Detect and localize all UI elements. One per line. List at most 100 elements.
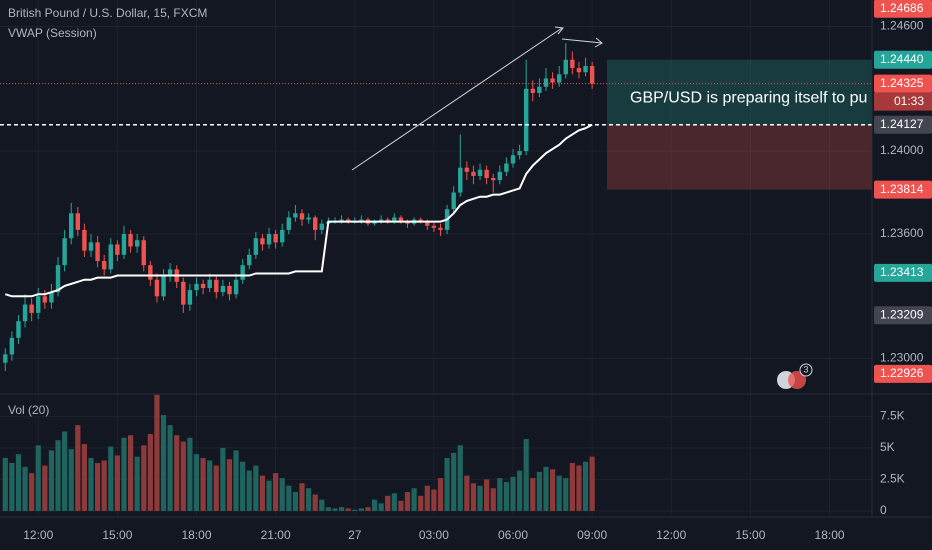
price-badge	[874, 0, 932, 18]
candle-body	[108, 244, 113, 270]
logo-badge	[799, 363, 813, 377]
candle-body	[286, 217, 292, 230]
volume-bar	[233, 450, 239, 511]
y-tick-label: 1.23000	[880, 351, 924, 365]
candle-body	[451, 192, 456, 210]
vwap-line	[4, 123, 593, 298]
volume-bar	[371, 499, 378, 511]
candle-body	[477, 169, 483, 176]
volume-bar	[352, 509, 358, 511]
volume-bar	[114, 455, 120, 511]
volume-bar	[226, 459, 233, 511]
candle-body	[570, 59, 575, 69]
candle-body	[497, 171, 503, 181]
candle-body	[128, 234, 133, 247]
candle-body	[240, 265, 245, 280]
volume-bar	[404, 492, 411, 511]
x-tick-label: 18:00	[815, 528, 845, 542]
volume-bar	[187, 437, 193, 511]
candle-body	[167, 269, 173, 276]
candle-body	[345, 219, 351, 222]
volume-bar	[391, 493, 397, 511]
candle-body	[398, 217, 404, 222]
arrow-line	[561, 38, 603, 44]
volume-bar	[35, 445, 41, 511]
x-tick-label: 12:00	[23, 528, 53, 542]
candle-body	[504, 163, 509, 172]
candle-body	[359, 219, 364, 222]
volume-tick-label: 2.5K	[880, 472, 905, 486]
candle-body	[556, 74, 562, 83]
volume-bar	[338, 507, 345, 511]
candle-body	[550, 78, 555, 83]
chart-title: British Pound / U.S. Dollar, 15, FXCM	[8, 6, 207, 20]
candle-body	[29, 304, 34, 313]
volume-bar	[490, 488, 496, 511]
candle-body	[220, 285, 226, 293]
candle-body	[458, 167, 463, 193]
price-badge-label: 1.23814	[880, 182, 924, 196]
candle-body	[530, 88, 536, 93]
price-badge	[874, 306, 932, 325]
volume-bar	[15, 454, 22, 511]
candle-body	[49, 292, 54, 303]
volume-bar	[88, 457, 94, 511]
price-badge-label: 1.23209	[880, 307, 924, 321]
volume-bar	[576, 465, 582, 511]
y-tick-label: 1.24600	[880, 19, 924, 33]
volume-bar	[121, 437, 127, 511]
volume-bar	[220, 447, 226, 511]
candle-body	[378, 219, 384, 222]
candle-body	[82, 229, 87, 251]
candle-body	[293, 213, 298, 218]
candle-body	[339, 219, 344, 222]
price-badge-label: 1.22926	[880, 366, 924, 380]
volume-bar	[517, 470, 523, 511]
price-badge	[874, 364, 932, 383]
price-axis: 12:00 15:00 18:00 21:00 27 03:00 06:00 09:00 12:…	[23, 0, 932, 542]
volume-bar	[543, 466, 549, 511]
candle-body	[464, 167, 470, 172]
volume-bar	[589, 456, 595, 511]
candle-body	[69, 213, 74, 239]
candle-body	[22, 304, 28, 322]
volume-bar	[9, 463, 15, 511]
candle-body	[134, 240, 140, 247]
candle-body	[121, 234, 127, 255]
candle-body	[319, 223, 324, 230]
candle-body	[9, 337, 15, 355]
trend-line	[351, 27, 563, 171]
candle-body	[431, 225, 437, 228]
price-badge	[874, 50, 932, 69]
volume-bar	[424, 485, 430, 511]
target-zone	[607, 59, 872, 125]
volume-bar	[180, 441, 186, 511]
x-tick-label: 03:00	[419, 528, 449, 542]
volume-bar	[411, 488, 417, 511]
volume-bar	[530, 478, 536, 511]
candle-body	[299, 213, 305, 220]
volume-bar	[68, 449, 74, 511]
candle-body	[280, 229, 285, 243]
volume-bar	[549, 469, 556, 511]
candle-body	[227, 285, 232, 295]
arrow-head	[554, 26, 564, 35]
candle-body	[200, 283, 206, 289]
candle-body	[471, 171, 476, 176]
candle-body	[425, 221, 430, 226]
volume-bar	[451, 452, 457, 511]
candle-body	[306, 217, 311, 220]
candle-body	[3, 354, 8, 363]
indicator-title: VWAP (Session)	[8, 26, 97, 40]
volume-bar	[358, 508, 364, 511]
volume-bar	[154, 394, 160, 511]
candle-body	[405, 221, 410, 224]
volume-bar	[299, 483, 305, 511]
volume-bar	[523, 439, 529, 511]
volume-bar	[292, 492, 299, 511]
volume-bar	[160, 415, 167, 511]
volume-bar	[42, 465, 48, 511]
y-tick-label: 1.24000	[880, 143, 924, 157]
volume-bar	[457, 445, 463, 511]
